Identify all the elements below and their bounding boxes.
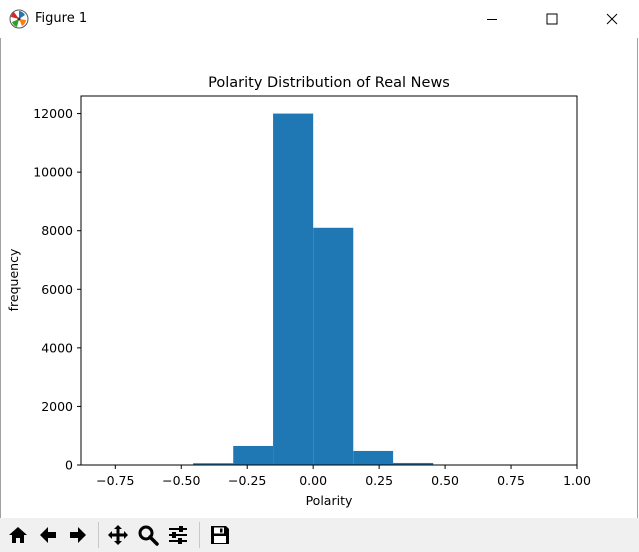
- axes-frame: [80, 95, 578, 466]
- title-bar[interactable]: Figure 1: [0, 0, 639, 38]
- y-axis-label: frequency: [6, 248, 21, 311]
- x-tick-label: −0.75: [96, 473, 134, 488]
- histogram-bar: [273, 113, 314, 466]
- pan-icon: [108, 525, 128, 545]
- histogram-bar: [353, 450, 394, 465]
- configure-subplots-button[interactable]: [165, 522, 191, 548]
- close-icon: [606, 13, 618, 25]
- y-tick-label: 0: [65, 458, 73, 473]
- close-button[interactable]: [589, 0, 635, 38]
- pan-button[interactable]: [105, 522, 131, 548]
- maximize-button[interactable]: [529, 0, 575, 38]
- histogram-chart: Polarity Distribution of Real News −0.75…: [6, 75, 591, 508]
- minimize-button[interactable]: [469, 0, 515, 38]
- configure-subplots-icon: [169, 526, 187, 544]
- y-tick-label: 4000: [41, 340, 73, 355]
- y-tick-label: 12000: [33, 106, 73, 121]
- navigation-toolbar: [0, 518, 639, 552]
- home-button[interactable]: [5, 522, 31, 548]
- x-tick-label: −0.50: [162, 473, 200, 488]
- x-tick-label: 0.50: [431, 473, 459, 488]
- zoom-button[interactable]: [135, 522, 161, 548]
- forward-arrow-icon: [70, 527, 86, 543]
- x-tick-label: 0.75: [497, 473, 525, 488]
- window-title: Figure 1: [35, 11, 88, 26]
- home-icon: [9, 527, 27, 543]
- histogram-bar: [393, 462, 434, 465]
- save-icon: [211, 526, 229, 544]
- histogram-bar: [233, 445, 274, 465]
- histogram-bar: [313, 227, 354, 465]
- minimize-icon: [487, 19, 497, 20]
- plot-canvas[interactable]: Polarity Distribution of Real News −0.75…: [0, 38, 639, 518]
- x-ticks: −0.75 −0.50 −0.25 0.00 0.25 0.50 0.75 1.00: [96, 465, 591, 488]
- back-arrow-icon: [40, 527, 56, 543]
- histogram-bar: [193, 463, 234, 465]
- x-tick-label: 1.00: [563, 473, 591, 488]
- y-tick-label: 6000: [41, 282, 73, 297]
- bars-group: [193, 113, 474, 466]
- y-tick-label: 2000: [41, 399, 73, 414]
- toolbar-separator: [199, 522, 200, 548]
- chart-title: Polarity Distribution of Real News: [208, 75, 450, 91]
- x-tick-label: 0.00: [299, 473, 327, 488]
- x-axis-label: Polarity: [306, 493, 353, 508]
- back-button[interactable]: [35, 522, 61, 548]
- y-ticks: 0 2000 4000 6000 8000 10000 12000: [33, 106, 81, 473]
- zoom-icon: [138, 525, 159, 546]
- x-tick-label: −0.25: [228, 473, 266, 488]
- forward-button[interactable]: [65, 522, 91, 548]
- x-tick-label: 0.25: [365, 473, 393, 488]
- y-tick-label: 8000: [41, 223, 73, 238]
- y-tick-label: 10000: [33, 165, 73, 180]
- toolbar-separator: [98, 522, 99, 548]
- maximize-icon: [546, 13, 558, 25]
- save-button[interactable]: [207, 522, 233, 548]
- matplotlib-logo-icon: [9, 9, 29, 29]
